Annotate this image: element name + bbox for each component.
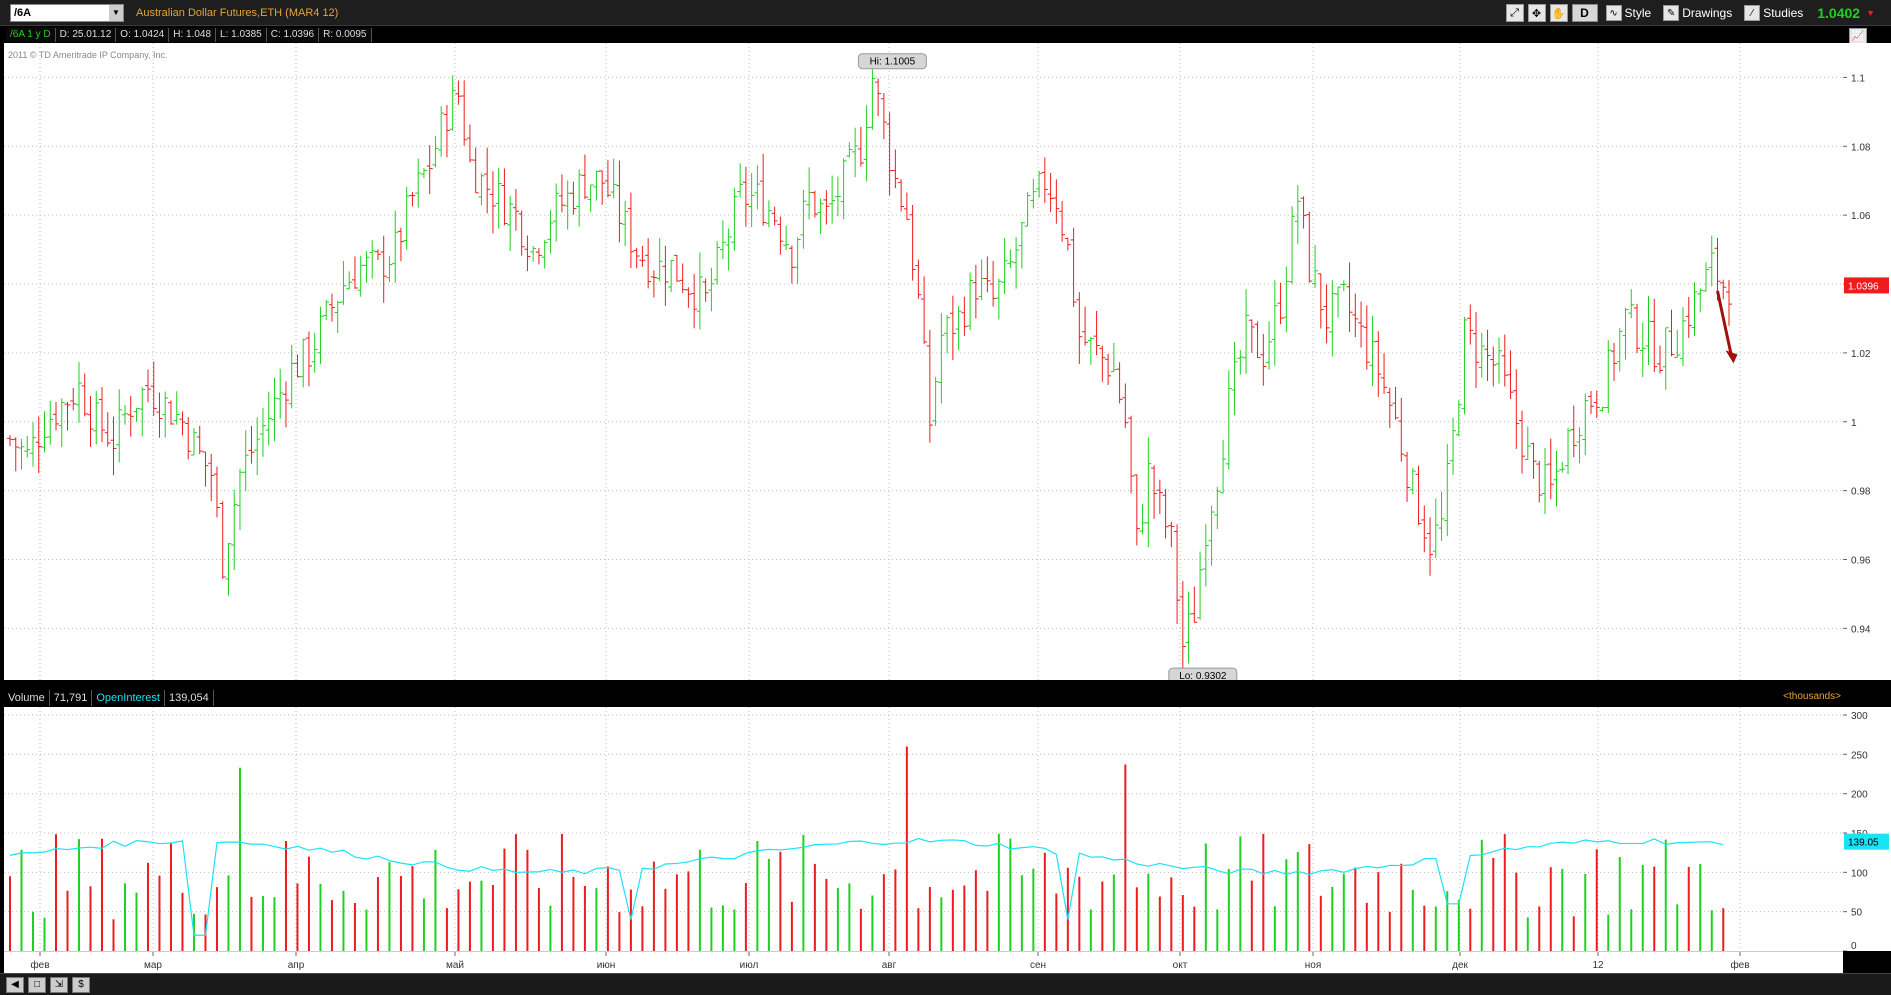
volume-axis-labels: 300250200150100500139.05 — [1843, 711, 1889, 951]
volume-tick-label: 250 — [1851, 750, 1868, 761]
symbol-period: /6A 1 y D — [6, 28, 56, 42]
copyright-text: 2011 © TD Ameritrade IP Company, Inc. — [8, 50, 168, 60]
last-price: 1.0402 — [1817, 5, 1861, 21]
volume-header: Volume 71,791 OpenInterest 139,054 — [4, 689, 1843, 707]
date-tick-label: фев — [30, 959, 49, 971]
volume-axis[interactable]: 300250200150100500139.05 — [1843, 707, 1891, 951]
price-tick-label: 1.08 — [1851, 142, 1871, 153]
date-tick-label: ноя — [1305, 960, 1322, 971]
trend-arrow-line — [1716, 290, 1733, 357]
volume-label: Volume — [4, 690, 50, 706]
date-tick-label: авг — [882, 960, 897, 971]
bar-low: L: 1.0385 — [216, 28, 267, 42]
date-tick-label: дек — [1452, 960, 1468, 971]
oi-label: OpenInterest — [92, 690, 165, 706]
zoom-box-icon[interactable]: □ — [28, 976, 46, 993]
date-tick-label: 12 — [1592, 960, 1604, 971]
bar-open: O: 1.0424 — [116, 28, 170, 42]
zoom-icon[interactable]: ⤢ — [1505, 4, 1524, 22]
price-chart[interactable]: Hi: 1.1005 Lo: 0.9302 — [4, 43, 1843, 680]
hi-label: Hi: 1.1005 — [870, 57, 916, 68]
price-panel[interactable]: 2011 © TD Ameritrade IP Company, Inc. Hi… — [4, 43, 1843, 680]
down-arrow-icon: ▼ — [1866, 8, 1875, 18]
date-axis-labels: фев мар апр май июн июл авг сен окт ноя дек 12 фев — [30, 952, 1750, 971]
expand-icon[interactable]: ⇲ — [50, 976, 68, 993]
oi-marker — [1844, 833, 1889, 850]
volume-chart[interactable] — [4, 707, 1843, 951]
style-button[interactable]: ∿ Style — [1602, 5, 1656, 21]
drawings-button[interactable]: ✎ Drawings — [1659, 5, 1736, 21]
price-tick-label: 0.94 — [1851, 624, 1871, 635]
current-price-marker — [1844, 277, 1889, 294]
instrument-description: Australian Dollar Futures,ETH (MAR4 12) — [136, 6, 339, 19]
date-tick-label: май — [446, 960, 464, 971]
pencil-icon: ✎ — [1663, 5, 1680, 21]
settings-icon[interactable]: $ — [72, 976, 90, 993]
bottom-toolbar: ◀ □ ⇲ $ — [0, 973, 1891, 995]
volume-tick-label: 300 — [1851, 711, 1868, 722]
date-tick-label: мар — [144, 960, 162, 971]
volume-panel[interactable] — [4, 707, 1843, 951]
hi-label-bg — [857, 53, 927, 70]
price-tick-label: 1 — [1851, 418, 1857, 429]
bar-date: D: 25.01.12 — [55, 28, 117, 42]
current-price-label: 1.0396 — [1848, 281, 1879, 292]
toolbar-right: ⤢ ✥ ✋ D ∿ Style ✎ Drawings ⁄ Studies 1.0… — [1505, 0, 1891, 26]
date-tick-label: окт — [1173, 960, 1188, 971]
ohlc-info-bar: /6A 1 y D D: 25.01.12 O: 1.0424 H: 1.048… — [6, 28, 372, 42]
bar-range: R: 0.0095 — [319, 28, 372, 42]
bar-close: C: 1.0396 — [266, 28, 320, 42]
date-tick-label: фев — [1730, 959, 1749, 971]
studies-label: Studies — [1763, 6, 1804, 20]
oi-marker-label: 139.05 — [1848, 838, 1879, 849]
chevron-down-icon[interactable]: ▼ — [109, 4, 123, 21]
date-tick-label: сен — [1030, 960, 1046, 971]
volume-tick-label: 200 — [1851, 790, 1868, 801]
price-tick-label: 0.96 — [1851, 555, 1871, 566]
volume-tick-label: 0 — [1851, 941, 1857, 951]
studies-button[interactable]: ⁄ Studies — [1740, 5, 1807, 21]
symbol-text: /6A — [14, 6, 32, 19]
date-tick-label: июн — [597, 960, 616, 971]
date-tick-label: апр — [288, 960, 305, 971]
pan-icon[interactable]: ✋ — [1549, 4, 1568, 22]
volume-tick-label: 50 — [1851, 908, 1863, 919]
price-tick-label: 1.02 — [1851, 349, 1871, 360]
oi-value: 139,054 — [165, 690, 214, 706]
lo-label-bg — [1168, 667, 1238, 680]
symbol-selector[interactable]: /6A ▼ — [10, 3, 124, 22]
drawings-label: Drawings — [1682, 6, 1733, 20]
pan-left-icon[interactable]: ◀ — [6, 976, 24, 993]
trend-arrow-head — [1725, 350, 1738, 364]
price-tick-label: 0.98 — [1851, 487, 1871, 498]
aggregation-button[interactable]: D — [1571, 4, 1598, 22]
crosshair-icon[interactable]: ✥ — [1527, 4, 1546, 22]
price-tick-label: 1.06 — [1851, 211, 1871, 222]
volume-tick-label: 100 — [1851, 868, 1868, 879]
style-label: Style — [1624, 6, 1652, 20]
open-interest-line — [9, 837, 1724, 936]
units-label: <thousands> — [1783, 691, 1841, 702]
studies-icon: ⁄ — [1744, 5, 1761, 21]
price-tick-label: 1.1 — [1851, 73, 1865, 84]
date-axis[interactable]: фев мар апр май июн июл авг сен окт ноя дек 12 фев — [4, 951, 1843, 973]
chart-toolbar: /6A ▼ Australian Dollar Futures,ETH (MAR… — [0, 0, 1891, 26]
lo-label: Lo: 0.9302 — [1179, 671, 1227, 680]
style-icon: ∿ — [1605, 5, 1622, 21]
date-tick-label: июл — [740, 960, 759, 971]
bar-high: H: 1.048 — [169, 28, 217, 42]
volume-value: 71,791 — [50, 690, 93, 706]
